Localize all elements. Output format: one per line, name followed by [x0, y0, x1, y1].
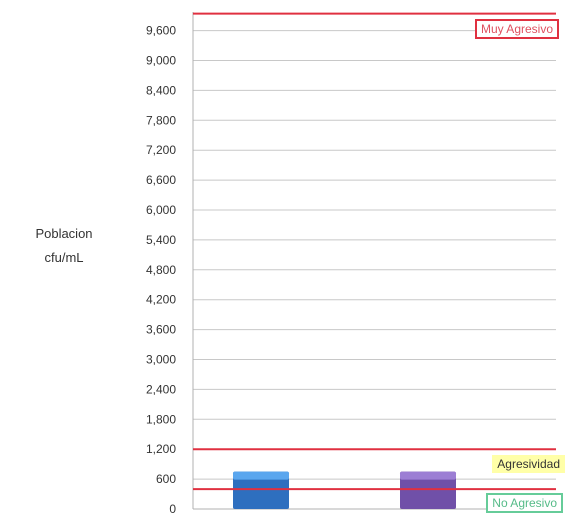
- y-axis-label-line1: Poblacion: [35, 226, 93, 241]
- y-tick-label: 2,400: [146, 382, 176, 396]
- y-tick-label: 6,600: [146, 173, 176, 187]
- zone-label-muy-agresivo: Muy Agresivo: [474, 19, 559, 39]
- y-axis-label: Poblacion cfu/mL: [14, 222, 114, 270]
- bar: [233, 471, 289, 509]
- y-tick-label: 600: [156, 472, 176, 486]
- y-tick-label: 7,200: [146, 143, 176, 157]
- bar-highlight: [400, 471, 456, 480]
- y-tick-label: 7,800: [146, 113, 176, 127]
- y-tick-label: 5,400: [146, 233, 176, 247]
- y-tick-label: 8,400: [146, 83, 176, 97]
- y-tick-label: 1,800: [146, 412, 176, 426]
- y-tick-label: 1,200: [146, 442, 176, 456]
- y-tick-label: 9,000: [146, 54, 176, 68]
- y-tick-label: 4,800: [146, 263, 176, 277]
- y-tick-label: 0: [169, 502, 176, 515]
- y-axis-label-line2: cfu/mL: [44, 250, 84, 265]
- bar: [400, 471, 456, 509]
- bar-highlight: [233, 471, 289, 480]
- y-tick-label: 9,600: [146, 24, 176, 38]
- y-tick-label: 3,600: [146, 323, 176, 337]
- y-tick-label: 6,000: [146, 203, 176, 217]
- y-tick-label: 3,000: [146, 353, 176, 367]
- zone-label-agresividad: Agresividad: [492, 455, 565, 473]
- zone-label-no-agresivo: No Agresivo: [486, 493, 563, 513]
- y-tick-label: 4,200: [146, 293, 176, 307]
